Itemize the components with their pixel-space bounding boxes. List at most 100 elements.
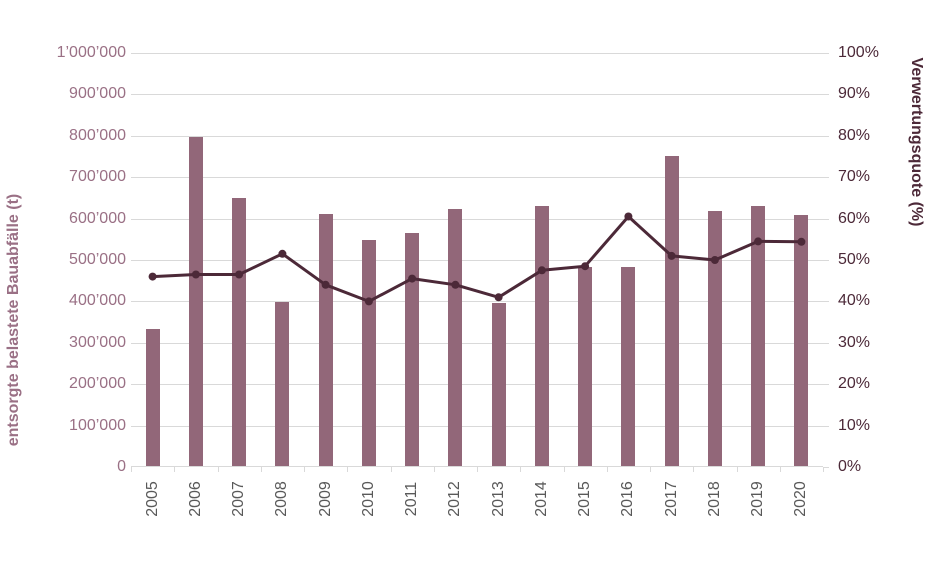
right-axis-label: 90% <box>838 85 871 103</box>
gridline <box>131 94 823 96</box>
x-axis-label-2006: 2006 <box>186 481 204 517</box>
x-axis-tick <box>390 467 392 472</box>
gridline <box>131 425 823 427</box>
gridline <box>131 384 823 386</box>
line-marker-2017 <box>667 251 676 260</box>
x-axis-label-2013: 2013 <box>489 481 507 517</box>
gridline <box>131 301 823 303</box>
right-axis-label: 70% <box>838 168 871 186</box>
x-axis-tick <box>693 467 695 472</box>
x-axis-tick <box>520 467 522 472</box>
right-axis-label: 0% <box>838 458 862 475</box>
line-marker-2015 <box>581 262 590 271</box>
bar-2017 <box>664 155 679 466</box>
x-axis-label-2017: 2017 <box>662 481 680 517</box>
line-marker-2012 <box>451 280 460 289</box>
gridline <box>131 342 823 344</box>
right-axis-label: 100% <box>838 44 879 61</box>
x-axis-label-2016: 2016 <box>619 481 637 517</box>
right-axis-tick <box>823 177 829 179</box>
right-axis-label: 20% <box>838 375 871 393</box>
left-axis-title: entsorgte belastete Bauabfälle (t) <box>5 193 22 447</box>
trend-line <box>152 215 802 303</box>
x-axis-label-2014: 2014 <box>532 481 550 517</box>
right-axis-tick <box>823 135 829 137</box>
right-axis-tick <box>823 342 829 344</box>
left-axis-label: 700’000 <box>69 168 126 186</box>
bar-2020 <box>794 214 809 466</box>
bar-2012 <box>448 209 463 466</box>
line-marker-2005 <box>148 272 157 281</box>
right-axis-tick <box>823 218 829 220</box>
bar-2019 <box>751 206 766 466</box>
bar-2011 <box>405 232 420 466</box>
right-axis-tick <box>823 467 829 468</box>
x-axis-label-2020: 2020 <box>792 481 810 517</box>
line-marker-2018 <box>710 256 719 264</box>
left-axis-label: 600’000 <box>69 209 126 227</box>
left-axis-label: 800’000 <box>69 126 126 144</box>
left-axis-label: 900’000 <box>69 85 126 103</box>
gridline <box>131 135 823 137</box>
x-axis-tick <box>477 467 478 472</box>
line-marker-2020 <box>797 237 806 246</box>
left-axis-label: 400’000 <box>69 292 126 310</box>
right-axis-title: Verwertungsquote (%) <box>908 57 925 227</box>
x-axis-label-2010: 2010 <box>359 481 377 517</box>
left-axis-label: 300’000 <box>69 333 126 351</box>
x-axis-tick <box>779 467 781 472</box>
bar-2013 <box>491 302 506 466</box>
x-axis-label-2005: 2005 <box>143 481 161 517</box>
line-marker-2008 <box>278 249 287 258</box>
x-axis-tick <box>347 467 349 472</box>
x-axis-tick <box>260 467 262 472</box>
x-axis-tick <box>606 467 608 472</box>
x-axis-tick <box>736 467 738 472</box>
x-axis-tick <box>563 467 565 472</box>
x-axis-label-2008: 2008 <box>273 481 291 517</box>
right-axis-tick <box>823 384 829 386</box>
x-axis-label-2019: 2019 <box>749 481 767 517</box>
x-axis-tick <box>304 467 305 472</box>
bar-2015 <box>578 267 593 466</box>
bar-2009 <box>318 213 333 466</box>
line-marker-2010 <box>364 297 373 306</box>
x-axis-tick <box>174 467 176 472</box>
right-axis-tick <box>823 53 829 54</box>
line-marker-2009 <box>321 280 330 289</box>
x-axis-label-2018: 2018 <box>705 481 723 517</box>
line-marker-2011 <box>408 274 417 283</box>
bar-2006 <box>188 136 203 466</box>
left-axis-label: 1’000’000 <box>56 44 126 61</box>
x-axis-label-2007: 2007 <box>230 481 248 517</box>
right-axis-label: 30% <box>838 333 871 351</box>
bar-2007 <box>232 197 247 466</box>
x-axis-label-2011: 2011 <box>403 481 421 517</box>
line-marker-2013 <box>494 293 503 302</box>
line-marker-2019 <box>754 237 763 246</box>
right-axis-tick <box>823 425 829 427</box>
right-axis-label: 10% <box>838 416 871 434</box>
gridline <box>131 53 823 54</box>
x-axis-label-2009: 2009 <box>316 481 334 517</box>
bar-2005 <box>145 329 160 466</box>
gridline <box>131 260 823 261</box>
line-marker-2007 <box>235 270 244 279</box>
line-marker-2014 <box>537 266 546 275</box>
left-axis-label: 0 <box>117 458 126 475</box>
bar-2010 <box>361 240 376 466</box>
left-axis-label: 200’000 <box>69 375 126 393</box>
left-axis-label: 100’000 <box>69 416 126 434</box>
bar-2008 <box>275 302 290 466</box>
line-marker-2006 <box>191 270 200 279</box>
bar-2016 <box>621 267 636 466</box>
x-axis-line <box>131 466 823 467</box>
right-axis-tick <box>823 94 829 96</box>
bar-2018 <box>707 210 722 466</box>
x-axis-tick <box>823 467 824 472</box>
right-axis-label: 80% <box>838 126 871 144</box>
x-axis-tick <box>131 467 132 472</box>
right-axis-label: 50% <box>838 251 871 268</box>
right-axis-tick <box>823 260 829 261</box>
